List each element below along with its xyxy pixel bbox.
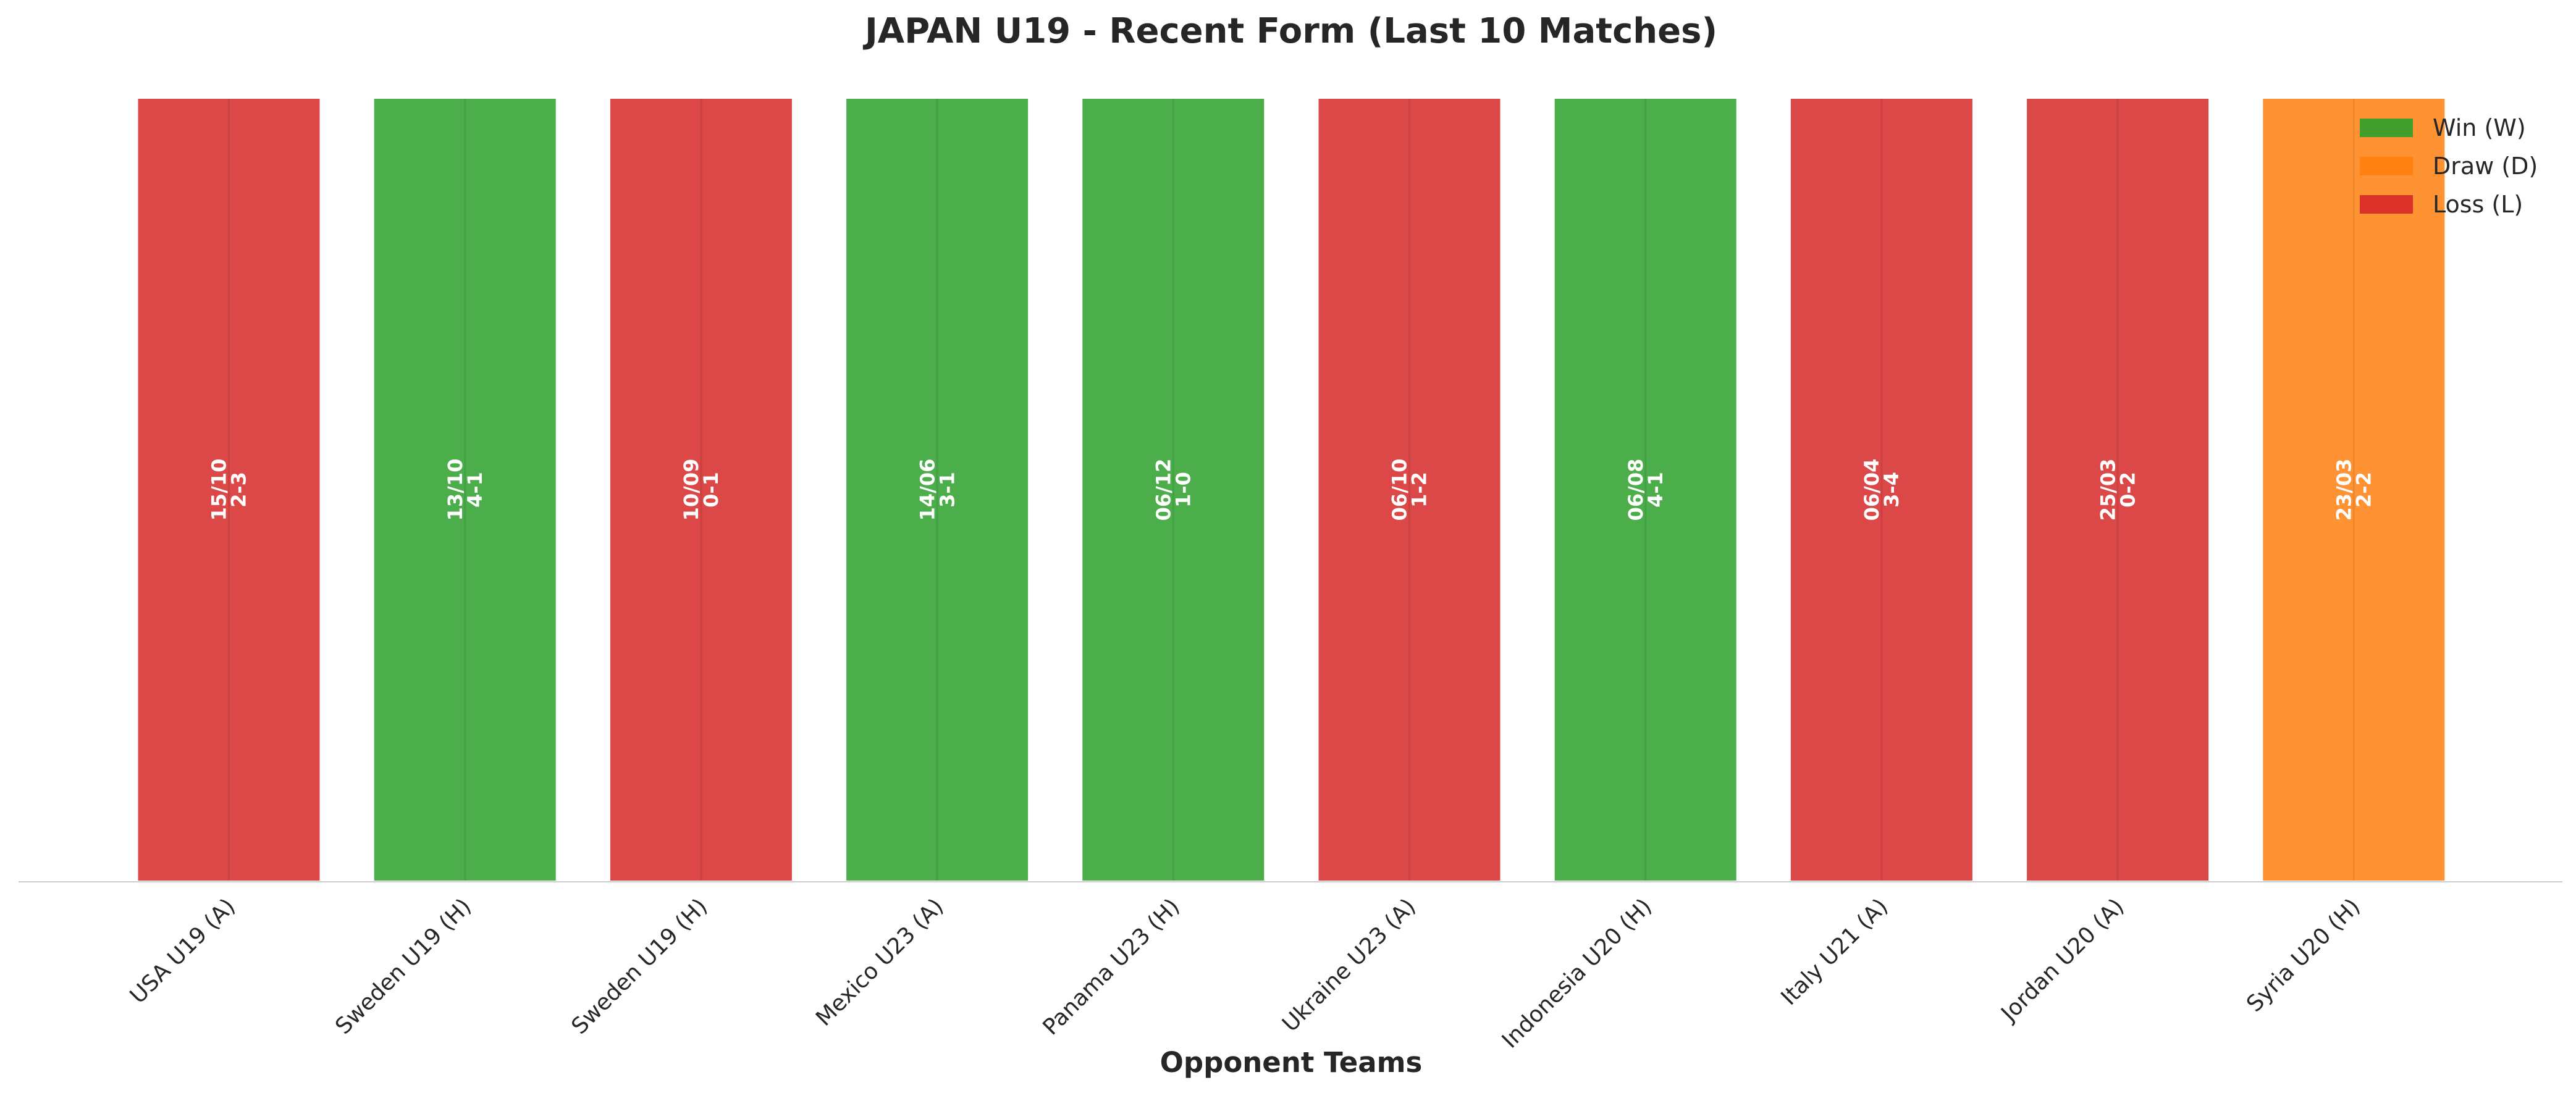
bar-data-label: 25/030-2: [2096, 459, 2139, 521]
bar-2: [371, 96, 558, 883]
x-tick-label: Mexico U23 (A): [811, 894, 948, 1031]
legend-swatch-w: [2360, 119, 2413, 137]
match-date-label: 23/03: [2333, 459, 2356, 521]
bar-data-label: 06/101-2: [1388, 459, 1431, 521]
match-score-label: 4-1: [1644, 472, 1667, 508]
bar-data-label: 14/063-1: [915, 459, 959, 521]
bar-data-label: 06/121-0: [1152, 459, 1195, 521]
x-tick-label: Panama U23 (H): [1038, 894, 1185, 1040]
match-score-label: 3-1: [935, 472, 959, 508]
match-date-label: 15/10: [208, 459, 231, 521]
x-tick-label: Sweden U19 (H): [566, 894, 712, 1039]
x-tick-label: USA U19 (A): [125, 894, 240, 1008]
x-tick-label: Sweden U19 (H): [330, 894, 476, 1039]
legend-swatch-l: [2360, 195, 2413, 214]
bar-3: [607, 96, 794, 883]
x-tick-label: Jordan U20 (A): [1996, 894, 2129, 1027]
match-date-label: 14/06: [915, 459, 939, 521]
x-tick-labels: USA U19 (A) Sweden U19 (H) Sweden U19 (H) M…: [125, 894, 2365, 1053]
match-score-label: 2-3: [227, 472, 251, 508]
bars-layer: 15/102-3 13/104-1 10/090-1 14/063-1 06/121-0…: [135, 96, 2448, 883]
match-date-label: 06/10: [1388, 459, 1412, 521]
bar-data-label: 06/084-1: [1624, 459, 1667, 521]
x-tick-label: Syria U20 (H): [2242, 894, 2365, 1017]
match-score-label: 3-4: [1880, 472, 1903, 508]
match-date-label: 25/03: [2096, 459, 2119, 521]
x-tick-label: Indonesia U20 (H): [1497, 894, 1657, 1053]
bar-6: [1316, 96, 1503, 883]
x-axis-label: Opponent Teams: [1160, 1046, 1423, 1079]
bar-7: [1552, 96, 1739, 883]
match-score-label: 1-2: [1408, 472, 1431, 508]
legend-swatch-d: [2360, 157, 2413, 175]
chart-title: JAPAN U19 - Recent Form (Last 10 Matches…: [862, 11, 1717, 51]
bar-data-label: 15/102-3: [208, 459, 251, 521]
match-score-label: 1-0: [1172, 472, 1195, 508]
match-date-label: 06/12: [1152, 459, 1176, 521]
match-date-label: 06/08: [1624, 459, 1648, 521]
legend-label-l: Loss (L): [2433, 191, 2523, 218]
bar-4: [844, 96, 1031, 883]
match-score-label: 2-2: [2352, 472, 2376, 508]
bar-1: [135, 96, 322, 883]
legend-label-d: Draw (D): [2433, 153, 2538, 180]
legend: Win (W) Draw (D) Loss (L): [2360, 114, 2538, 218]
match-score-label: 0-1: [699, 472, 723, 508]
x-tick-label: Ukraine U23 (A): [1277, 894, 1421, 1037]
legend-label-w: Win (W): [2433, 114, 2526, 141]
bar-data-label: 06/043-4: [1860, 459, 1903, 521]
bar-data-label: 13/104-1: [444, 459, 487, 521]
bar-5: [1080, 96, 1267, 883]
bar-data-label: 10/090-1: [680, 459, 723, 521]
match-date-label: 10/09: [680, 459, 703, 521]
match-date-label: 13/10: [444, 459, 467, 521]
match-score-label: 4-1: [463, 472, 487, 508]
x-tick-label: Italy U21 (A): [1777, 894, 1893, 1010]
bar-data-label: 23/032-2: [2333, 459, 2376, 521]
match-date-label: 06/04: [1860, 459, 1884, 521]
bar-10: [2260, 96, 2448, 883]
match-score-label: 0-2: [2116, 472, 2139, 508]
